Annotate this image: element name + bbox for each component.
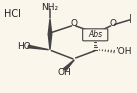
FancyBboxPatch shape: [83, 29, 108, 41]
Text: ’OH: ’OH: [115, 48, 132, 56]
Text: NH₂: NH₂: [41, 3, 58, 12]
Text: OH: OH: [58, 68, 72, 77]
Text: HCl: HCl: [4, 9, 21, 19]
Text: HO: HO: [17, 42, 31, 51]
Text: O: O: [70, 19, 77, 28]
Polygon shape: [28, 45, 49, 50]
Text: O: O: [109, 19, 116, 28]
Polygon shape: [48, 19, 52, 34]
Text: |: |: [129, 14, 132, 23]
Text: Abs: Abs: [88, 30, 102, 39]
Polygon shape: [48, 34, 52, 50]
Polygon shape: [63, 60, 74, 70]
